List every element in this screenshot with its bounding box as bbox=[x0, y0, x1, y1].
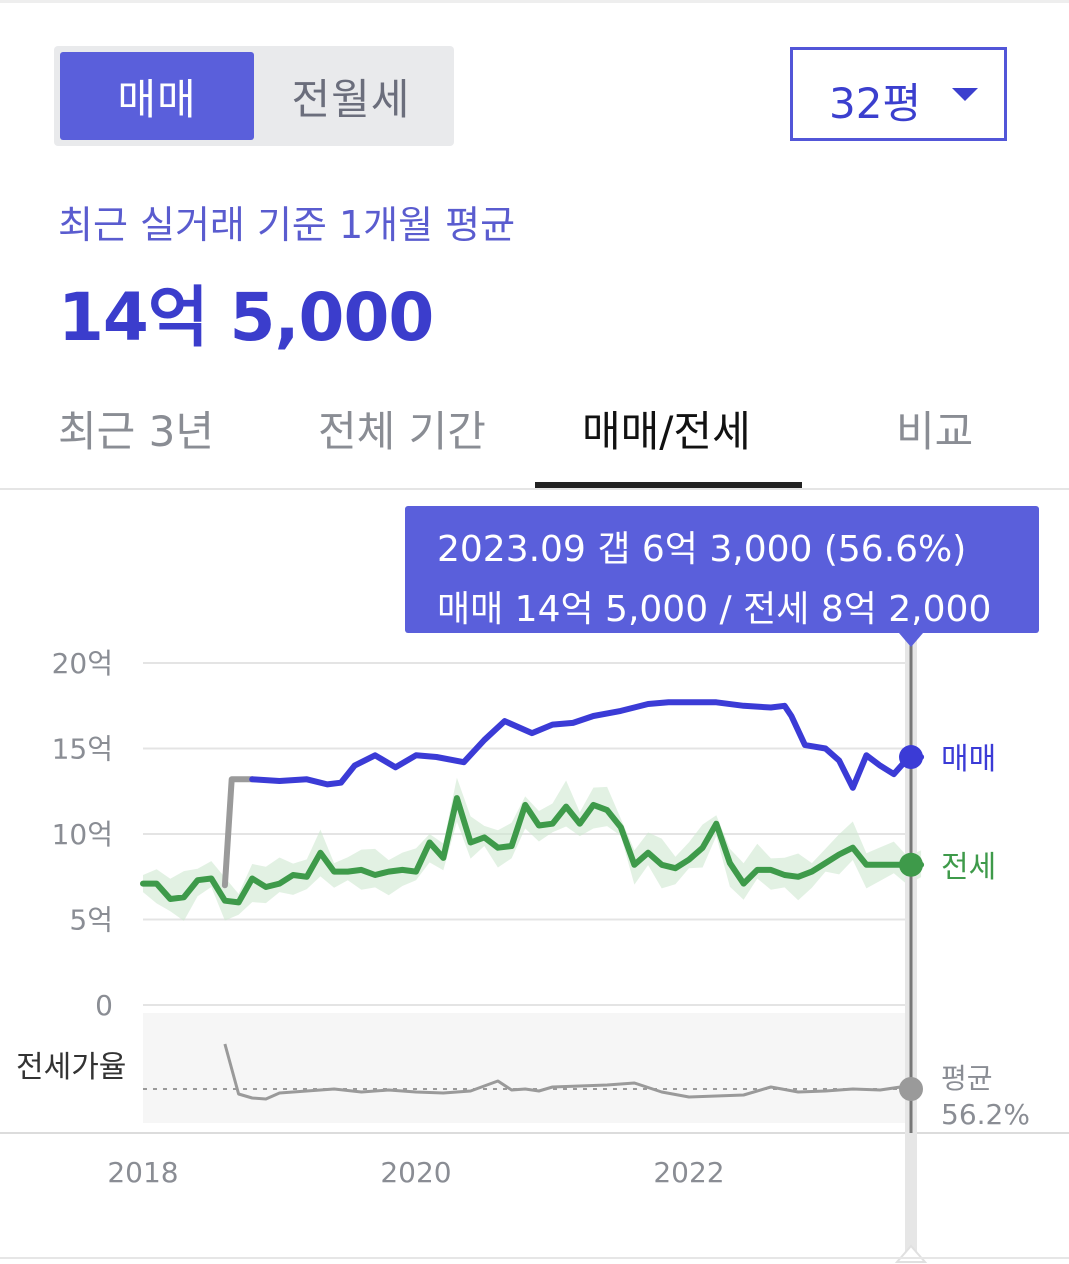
jeonse-range-band bbox=[143, 777, 922, 921]
tab-recent-3-years[interactable]: 최근 3년 bbox=[58, 407, 214, 456]
x-tick-label: 2020 bbox=[380, 1156, 451, 1189]
y-tick-label: 10억 bbox=[52, 818, 113, 851]
sale-end-label: 매매 bbox=[941, 742, 996, 777]
trade-tab-rent[interactable]: 전월세 bbox=[291, 74, 411, 124]
tooltip-price-line: 매매 14억 5,000 / 전세 8억 2,000 bbox=[437, 589, 992, 630]
caret-down-icon bbox=[952, 88, 978, 101]
sale-series-line bbox=[249, 699, 925, 791]
bottom-border bbox=[0, 1257, 1069, 1259]
tooltip-gap-line: 2023.09 갭 6억 3,000 (56.6%) bbox=[437, 529, 967, 570]
ratio-average-value: 56.2% bbox=[941, 1098, 1030, 1131]
tab-divider bbox=[0, 488, 1069, 490]
y-tick-label: 5억 bbox=[69, 904, 113, 937]
jeonse-end-label: 전세 bbox=[941, 850, 996, 885]
jeonse-end-marker bbox=[899, 852, 923, 877]
tooltip-pointer bbox=[899, 633, 923, 647]
y-tick-label: 15억 bbox=[52, 733, 113, 766]
x-tick-label: 2018 bbox=[107, 1156, 178, 1189]
y-tick-label: 0 bbox=[95, 989, 113, 1022]
x-tick-label: 2022 bbox=[653, 1156, 724, 1189]
top-border bbox=[0, 0, 1069, 3]
tab-all-period[interactable]: 전체 기간 bbox=[318, 407, 486, 456]
ratio-end-marker bbox=[899, 1077, 923, 1101]
size-select[interactable]: 32평 bbox=[790, 47, 1007, 141]
size-select-value: 32평 bbox=[829, 79, 922, 128]
chart-tooltip: 2023.09 갭 6억 3,000 (56.6%) 매매 14억 5,000 … bbox=[405, 506, 1039, 633]
y-tick-label: 20억 bbox=[52, 647, 113, 680]
ratio-average-label: 평균 bbox=[941, 1062, 993, 1095]
ratio-band-bg bbox=[143, 1013, 910, 1123]
trade-type-toggle: 매매 전월세 bbox=[54, 46, 454, 146]
tab-compare[interactable]: 비교 bbox=[896, 407, 974, 456]
sale-early-line bbox=[221, 776, 256, 889]
cursor-notch bbox=[894, 1244, 928, 1263]
jeonse-series-line bbox=[140, 795, 925, 906]
ratio-series-line bbox=[223, 1043, 922, 1101]
ratio-axis-label: 전세가율 bbox=[16, 1050, 126, 1085]
sale-end-marker bbox=[899, 745, 923, 770]
price-caption: 최근 실거래 기준 1개월 평균 bbox=[58, 203, 516, 247]
average-price: 14억 5,000 bbox=[58, 279, 434, 356]
tab-sale-jeonse[interactable]: 매매/전세 bbox=[582, 407, 751, 456]
active-tab-indicator bbox=[535, 482, 802, 488]
trade-tab-sale[interactable]: 매매 bbox=[60, 52, 254, 140]
